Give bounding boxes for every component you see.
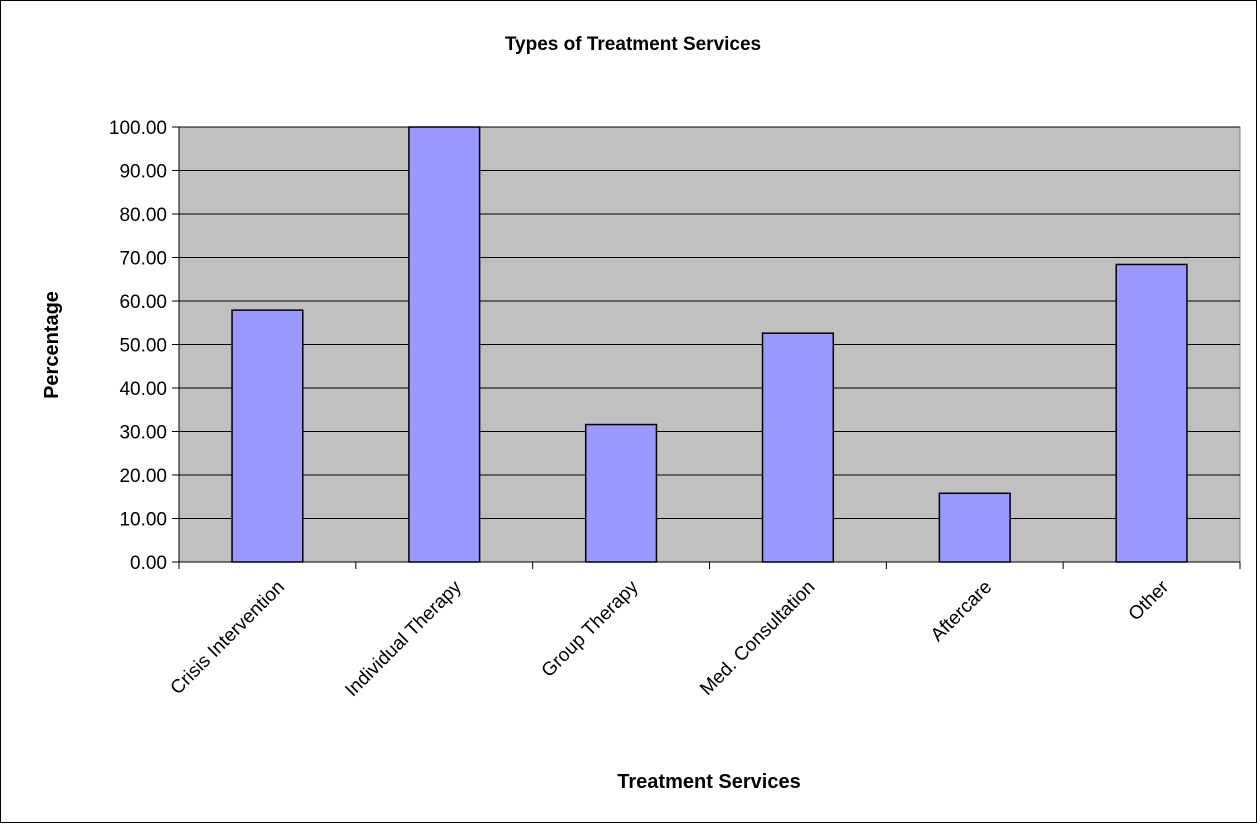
y-tick-label: 0.00 (130, 553, 167, 574)
y-tick-label: 40.00 (119, 379, 167, 400)
bar (231, 309, 304, 563)
y-tick-label: 50.00 (119, 336, 167, 357)
bar (761, 332, 835, 563)
bar (1115, 263, 1188, 563)
y-tick-label: 80.00 (119, 205, 167, 226)
y-tick-label: 70.00 (119, 249, 167, 270)
chart-title: Types of Treatment Services (505, 34, 761, 55)
y-tick-label: 10.00 (119, 510, 167, 531)
bar (938, 492, 1011, 563)
y-axis-title: Percentage (41, 291, 63, 399)
gridlines (179, 126, 1240, 519)
x-axis-title: Treatment Services (617, 771, 800, 793)
y-tick-label: 60.00 (119, 292, 167, 313)
y-tick-label: 20.00 (119, 466, 167, 487)
y-tick-label: 90.00 (119, 162, 167, 183)
bar (408, 126, 481, 563)
y-tick-label: 30.00 (119, 423, 167, 444)
y-tick-label: 100.00 (109, 118, 167, 139)
bar (584, 423, 658, 563)
y-axis-ticks: 0.00 10.00 20.00 30.00 40.00 50.00 60.00 70.00 8… (109, 118, 179, 574)
